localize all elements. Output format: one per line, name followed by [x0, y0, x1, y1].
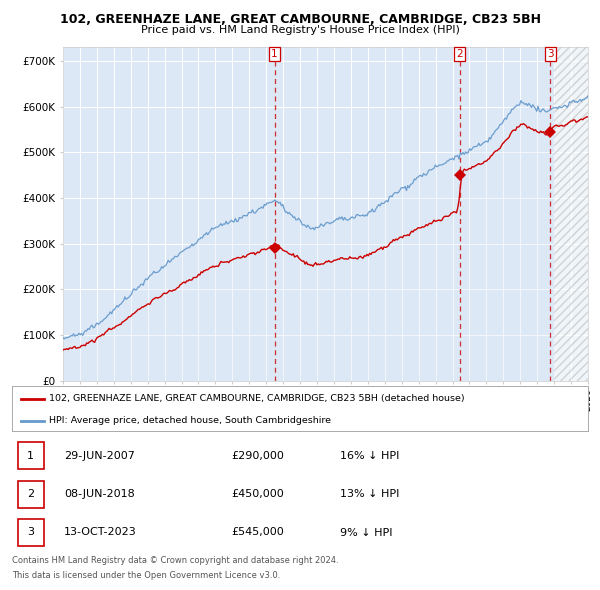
Text: This data is licensed under the Open Government Licence v3.0.: This data is licensed under the Open Gov…	[12, 571, 280, 579]
Text: 2: 2	[457, 49, 463, 59]
Text: 2: 2	[27, 489, 34, 499]
FancyBboxPatch shape	[18, 481, 44, 507]
Text: Contains HM Land Registry data © Crown copyright and database right 2024.: Contains HM Land Registry data © Crown c…	[12, 556, 338, 565]
FancyBboxPatch shape	[18, 442, 44, 469]
Bar	[554, 47, 588, 381]
Text: 29-JUN-2007: 29-JUN-2007	[64, 451, 135, 461]
Text: 16% ↓ HPI: 16% ↓ HPI	[340, 451, 400, 461]
Text: £545,000: £545,000	[231, 527, 284, 537]
Text: £450,000: £450,000	[231, 489, 284, 499]
Text: 1: 1	[271, 49, 278, 59]
Text: 102, GREENHAZE LANE, GREAT CAMBOURNE, CAMBRIDGE, CB23 5BH (detached house): 102, GREENHAZE LANE, GREAT CAMBOURNE, CA…	[49, 394, 465, 404]
Text: 9% ↓ HPI: 9% ↓ HPI	[340, 527, 393, 537]
Text: 1: 1	[27, 451, 34, 461]
Text: Price paid vs. HM Land Registry's House Price Index (HPI): Price paid vs. HM Land Registry's House …	[140, 25, 460, 35]
Text: 13% ↓ HPI: 13% ↓ HPI	[340, 489, 400, 499]
Text: 3: 3	[27, 527, 34, 537]
Bar	[554, 47, 588, 381]
Text: 3: 3	[547, 49, 554, 59]
Text: HPI: Average price, detached house, South Cambridgeshire: HPI: Average price, detached house, Sout…	[49, 417, 331, 425]
Text: 08-JUN-2018: 08-JUN-2018	[64, 489, 134, 499]
Text: £290,000: £290,000	[231, 451, 284, 461]
Text: 102, GREENHAZE LANE, GREAT CAMBOURNE, CAMBRIDGE, CB23 5BH: 102, GREENHAZE LANE, GREAT CAMBOURNE, CA…	[59, 13, 541, 26]
Text: 13-OCT-2023: 13-OCT-2023	[64, 527, 137, 537]
FancyBboxPatch shape	[18, 519, 44, 546]
